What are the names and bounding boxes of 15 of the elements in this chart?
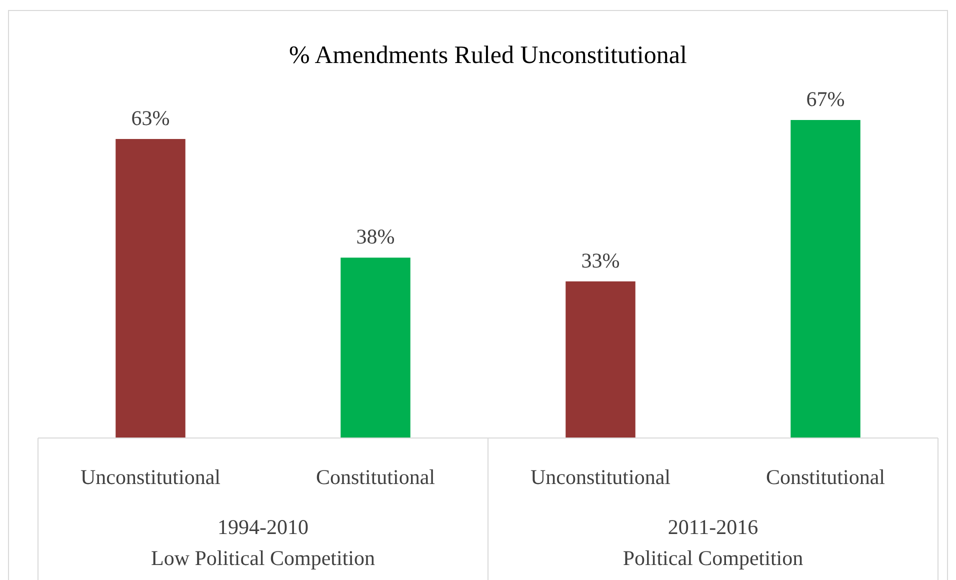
bar <box>340 258 410 438</box>
bar <box>790 120 860 438</box>
data-label: 38% <box>356 224 395 249</box>
x-tick-label: Unconstitutional <box>530 465 671 489</box>
x-tick-label: Constitutional <box>766 465 886 489</box>
bar <box>116 138 186 438</box>
bar <box>566 281 636 438</box>
x-tick-label: Constitutional <box>316 465 436 489</box>
text: 1994-2010 Low Political Competition <box>151 515 376 570</box>
chart-title: % Amendments Ruled Unconstitutional <box>289 42 687 69</box>
data-label: 33% <box>581 248 620 272</box>
data-label: 67% <box>806 87 845 111</box>
data-label: 63% <box>131 106 170 130</box>
text: 2011-2016 Political Competition <box>622 515 804 570</box>
x-tick-label: Unconstitutional <box>80 465 221 489</box>
